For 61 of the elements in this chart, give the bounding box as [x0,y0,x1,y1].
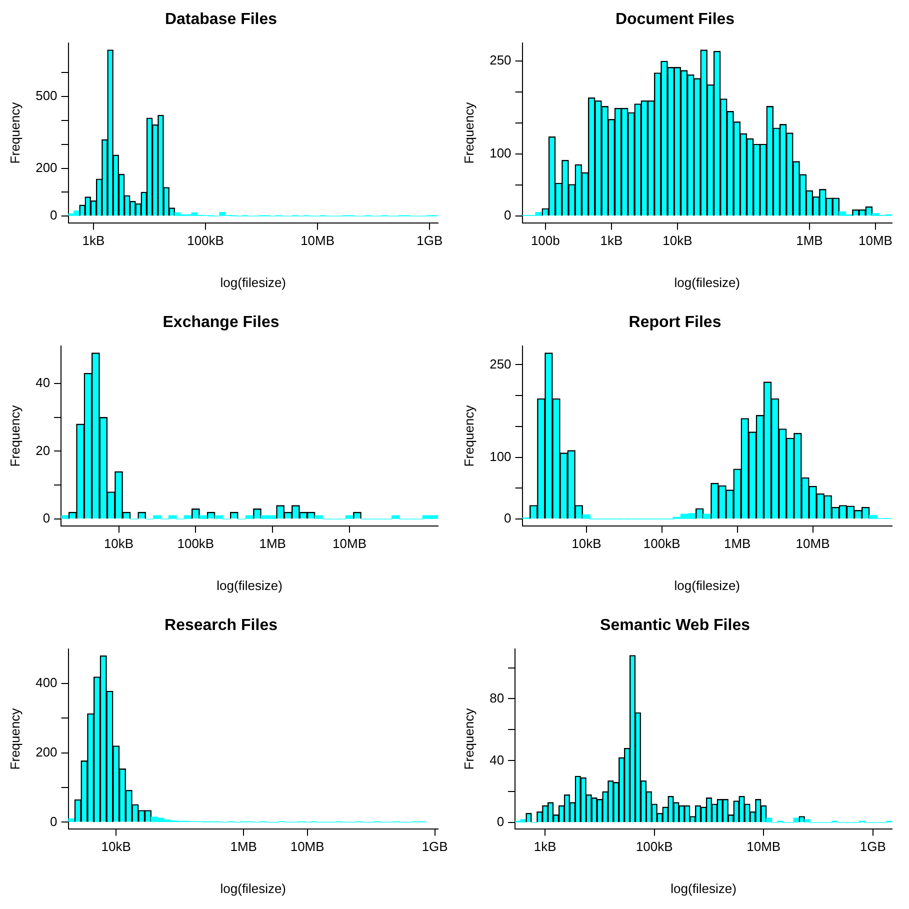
y-axis-title: Frequency [461,708,476,770]
y-tick-label: 40 [490,752,504,768]
chart-title: Semantic Web Files [600,617,750,634]
x-axis-title: log(filesize) [220,274,286,290]
y-tick-label: 100 [490,448,512,464]
x-tick-label: 1MB [259,536,286,552]
x-tick-label: 100kB [187,233,224,248]
chart-title: Exchange Files [162,314,280,332]
y-tick-label: 0 [504,510,512,526]
x-tick-label: 1kB [534,839,556,854]
x-tick-label: 1MB [796,233,823,248]
y-tick-label: 0 [42,510,50,526]
y-axis-title: Frequency [461,102,476,164]
x-tick-label: 10MB [300,233,335,248]
x-tick-label: 1kB [82,233,105,248]
y-tick-label: 250 [490,356,512,372]
y-tick-label: 40 [36,375,50,390]
chart-title: Database Files [164,11,278,28]
y-axis-title: Frequency [7,404,22,467]
y-tick-label: 0 [496,814,504,830]
x-tick-label: 10MB [858,233,892,248]
y-tick-label: 80 [490,690,504,706]
x-tick-label: 100b [530,233,560,248]
x-tick-label: 10kB [104,536,134,552]
y-tick-label: 0 [50,208,58,223]
x-tick-label: 10kB [572,536,602,552]
x-tick-label: 100kB [643,536,680,552]
x-tick-label: 1GB [860,839,886,854]
x-tick-label: 10MB [332,536,367,552]
x-tick-label: 10MB [746,839,781,854]
y-tick-label: 500 [36,88,58,104]
chart-title: Research Files [164,617,278,634]
y-axis-title: Frequency [461,404,476,467]
x-axis-title: log(filesize) [220,880,286,896]
y-tick-label: 100 [490,146,512,161]
y-axis-title: Frequency [7,102,22,164]
x-tick-label: 10kB [662,233,692,248]
y-tick-label: 200 [36,160,58,175]
y-tick-label: 0 [504,208,512,223]
x-tick-label: 1GB [416,233,443,248]
x-axis-title: log(filesize) [674,274,740,290]
y-tick-label: 20 [36,442,50,458]
chart-title: Document Files [615,11,735,28]
y-axis-title: Frequency [7,708,22,770]
y-tick-label: 400 [36,675,58,690]
chart-title: Report Files [628,314,722,332]
x-tick-label: 10MB [290,839,324,854]
x-tick-label: 1MB [230,839,257,854]
y-tick-label: 250 [490,52,512,68]
x-tick-label: 1kB [600,233,623,248]
x-tick-label: 100kB [636,839,673,854]
x-tick-label: 10kB [101,839,131,854]
x-axis-title: log(filesize) [216,578,282,593]
x-tick-label: 10MB [796,536,830,552]
y-tick-label: 200 [36,744,58,760]
x-axis-title: log(filesize) [670,880,736,896]
x-tick-label: 1MB [724,536,751,552]
x-tick-label: 100kB [177,536,214,552]
x-tick-label: 1GB [422,839,448,854]
y-tick-label: 0 [50,814,58,829]
x-axis-title: log(filesize) [674,578,740,593]
